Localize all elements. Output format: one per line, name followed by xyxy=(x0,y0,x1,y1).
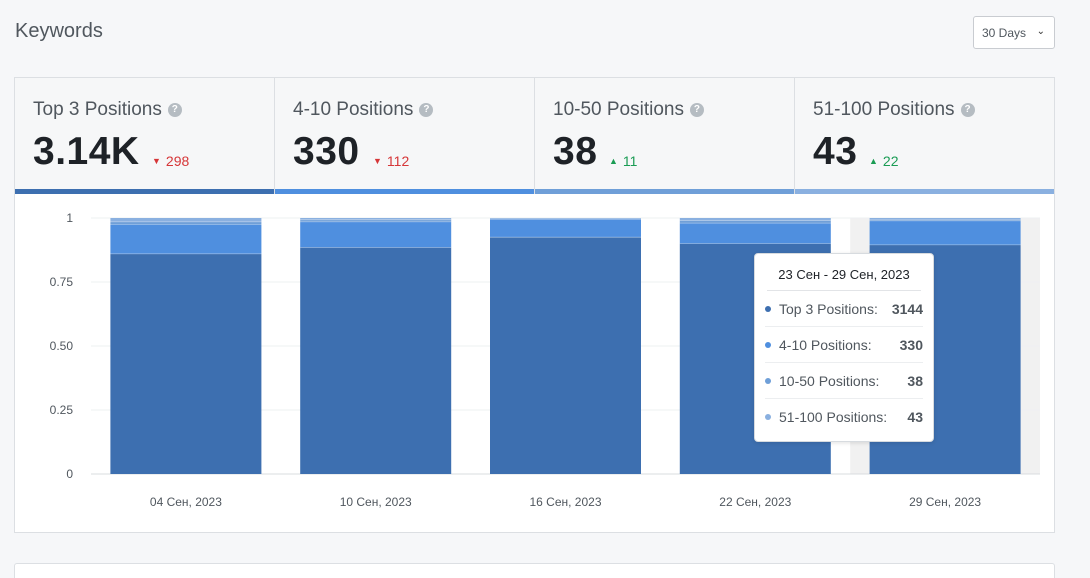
bar-segment[interactable] xyxy=(869,219,1021,221)
series-dot xyxy=(765,377,771,384)
arrow-down-icon: ▼ xyxy=(373,156,382,166)
bar-segment[interactable] xyxy=(490,237,641,474)
stat-top3[interactable]: Top 3 Positions? 3.14K ▼ 298 xyxy=(15,78,275,194)
tooltip-row: 10-50 Positions: 38 xyxy=(765,363,923,399)
bar-segment[interactable] xyxy=(110,253,262,474)
stat-label: 4-10 Positions? xyxy=(293,99,434,121)
bar-segment[interactable] xyxy=(300,219,452,222)
y-tick-label: 0.25 xyxy=(50,403,74,417)
stat-label: Top 3 Positions? xyxy=(33,99,182,121)
help-icon[interactable]: ? xyxy=(689,103,704,117)
next-panel xyxy=(14,563,1055,578)
bar-segment[interactable] xyxy=(679,220,831,224)
arrow-up-icon: ▲ xyxy=(869,156,878,166)
date-range-select[interactable]: 30 Days ⌄ xyxy=(973,16,1055,49)
bar-segment[interactable] xyxy=(110,224,262,254)
date-range-value: 30 Days xyxy=(982,25,1027,40)
stats-row: Top 3 Positions? 3.14K ▼ 298 4-10 Positio… xyxy=(15,78,1054,194)
bar-segment[interactable] xyxy=(490,218,641,219)
tooltip-row: 4-10 Positions: 330 xyxy=(765,327,923,363)
x-tick-label: 04 Сен, 2023 xyxy=(150,495,222,509)
bar-segment[interactable] xyxy=(110,221,262,225)
stat-51-100[interactable]: 51-100 Positions? 43 ▲ 22 xyxy=(795,78,1054,194)
chevron-down-icon: ⌄ xyxy=(1036,26,1045,37)
y-tick-label: 0 xyxy=(66,467,73,481)
tooltip-row: Top 3 Positions: 3144 xyxy=(765,291,923,327)
stat-change: ▼ 298 xyxy=(152,153,190,169)
y-tick-label: 1 xyxy=(66,211,73,225)
bar-segment[interactable] xyxy=(679,218,831,221)
help-icon[interactable]: ? xyxy=(419,103,434,117)
stat-change: ▲ 11 xyxy=(609,153,638,169)
help-icon[interactable]: ? xyxy=(167,103,182,117)
stat-10-50[interactable]: 10-50 Positions? 38 ▲ 11 xyxy=(535,78,795,194)
y-tick-label: 0.75 xyxy=(50,275,74,289)
stat-label: 10-50 Positions? xyxy=(553,99,704,121)
stat-color-bar xyxy=(795,189,1054,194)
stat-value: 330 xyxy=(293,130,360,173)
series-dot xyxy=(765,414,771,420)
x-tick-label: 29 Сен, 2023 xyxy=(909,495,981,509)
bar-segment[interactable] xyxy=(490,219,641,238)
stat-change: ▼ 112 xyxy=(373,153,410,169)
stat-color-bar xyxy=(15,189,274,194)
bar-segment[interactable] xyxy=(110,218,262,222)
bar-segment[interactable] xyxy=(679,223,831,244)
page-title: Keywords xyxy=(15,20,103,42)
bar-segment[interactable] xyxy=(300,247,452,474)
bar-segment[interactable] xyxy=(869,218,1021,220)
x-tick-label: 10 Сен, 2023 xyxy=(340,495,412,509)
bar-segment[interactable] xyxy=(300,218,452,220)
keywords-panel: Top 3 Positions? 3.14K ▼ 298 4-10 Positio… xyxy=(14,77,1055,533)
series-dot xyxy=(765,305,771,312)
stat-color-bar xyxy=(275,189,534,194)
bar-segment[interactable] xyxy=(490,218,641,220)
stat-color-bar xyxy=(535,189,794,194)
bar-segment[interactable] xyxy=(869,220,1021,245)
help-icon[interactable]: ? xyxy=(960,103,975,117)
stat-value: 43 xyxy=(813,130,858,173)
y-tick-label: 0.50 xyxy=(50,339,74,353)
stat-value: 38 xyxy=(553,130,598,173)
tooltip-row: 51-100 Positions: 43 xyxy=(765,399,923,435)
bar-segment[interactable] xyxy=(300,221,452,248)
arrow-down-icon: ▼ xyxy=(152,156,161,166)
stat-4-10[interactable]: 4-10 Positions? 330 ▼ 112 xyxy=(275,78,535,194)
x-tick-label: 16 Сен, 2023 xyxy=(529,495,601,509)
chart-tooltip: 23 Сен - 29 Сен, 2023 Top 3 Positions: 31… xyxy=(754,253,934,442)
tooltip-title: 23 Сен - 29 Сен, 2023 xyxy=(778,267,910,282)
arrow-up-icon: ▲ xyxy=(609,156,618,166)
series-dot xyxy=(765,341,771,348)
stat-change: ▲ 22 xyxy=(869,153,899,169)
x-tick-label: 22 Сен, 2023 xyxy=(719,495,791,509)
stat-label: 51-100 Positions? xyxy=(813,99,975,121)
stat-value: 3.14K xyxy=(33,130,140,173)
